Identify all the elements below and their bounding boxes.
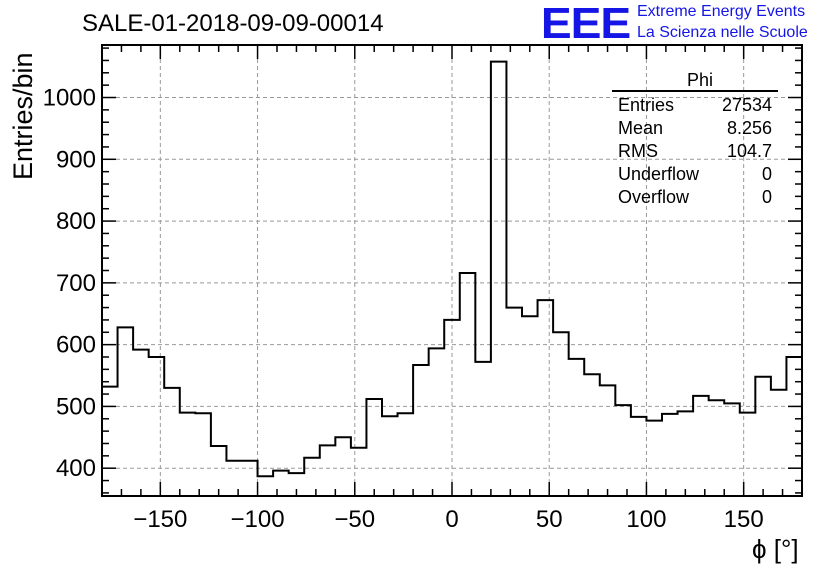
histogram-bin	[335, 437, 351, 496]
org-name-line-2: La Scienza nelle Scuole	[637, 24, 808, 41]
org-name-line-1: Extreme Energy Events	[637, 3, 806, 20]
stats-row-rms: RMS 104.7	[612, 140, 778, 163]
histogram-bin	[569, 359, 585, 496]
stats-value: 0	[761, 187, 772, 207]
y-axis-label: Entries/bin	[8, 52, 38, 180]
histogram-bin	[584, 374, 600, 496]
stats-label: Entries	[618, 95, 675, 115]
y-tick-label: 600	[56, 332, 96, 359]
histogram-bin	[600, 385, 616, 496]
x-tick-label: 0	[445, 506, 458, 533]
histogram-bin	[366, 399, 382, 496]
stats-box: Phi Entries 27534 Mean 8.256 RMS 104.7 Unde…	[612, 70, 778, 209]
stats-label: Underflow	[618, 164, 700, 184]
stats-value: 0	[761, 164, 772, 184]
histogram-bin	[771, 390, 787, 496]
y-tick-label: 500	[56, 393, 96, 420]
histogram-bin	[662, 414, 678, 496]
stats-row-underflow: Underflow 0	[612, 163, 778, 186]
histogram-bin	[740, 413, 756, 496]
histogram-bin	[180, 413, 196, 496]
histogram-bin	[429, 348, 445, 496]
stats-value: 8.256	[726, 118, 772, 138]
chart-title: SALE-01-2018-09-09-00014	[82, 10, 384, 37]
histogram-bin	[631, 417, 647, 496]
grid-lines	[102, 45, 802, 496]
histogram-bin	[724, 403, 740, 496]
stats-row-entries: Entries 27534	[612, 94, 778, 117]
histogram-bin	[678, 411, 694, 496]
histogram-bin	[693, 396, 709, 496]
histogram-bin	[460, 273, 476, 496]
y-tick-label: 700	[56, 270, 96, 297]
y-tick-label: 400	[56, 455, 96, 482]
x-tick-label: 150	[724, 506, 764, 533]
histogram-bin	[351, 448, 367, 496]
axis-ticks	[101, 45, 803, 496]
histogram-bin	[304, 458, 320, 496]
y-tick-label: 1000	[43, 85, 96, 112]
histogram-bin	[211, 446, 227, 496]
histogram-bin	[398, 413, 414, 496]
histogram-bin	[195, 413, 211, 496]
x-tick-label: −50	[334, 506, 375, 533]
x-axis-label: ϕ [°]	[752, 534, 799, 564]
tick-labels: −150 −100 −50 0 50 100 150 400 500 600 700 800 900 10…	[43, 85, 764, 533]
stats-row-mean: Mean 8.256	[612, 117, 778, 140]
histogram-bin	[615, 405, 631, 496]
stats-label: Mean	[618, 118, 664, 138]
stats-label: RMS	[618, 141, 658, 161]
histogram-bin	[226, 461, 242, 496]
stats-box-title: Phi	[686, 70, 713, 90]
x-tick-label: −150	[133, 506, 187, 533]
histogram-bin	[320, 445, 336, 496]
y-tick-label: 800	[56, 208, 96, 235]
histogram-bin	[646, 421, 662, 496]
histogram-bin	[786, 357, 802, 496]
stats-value: 27534	[721, 95, 772, 115]
histogram-bin	[538, 300, 554, 496]
histogram-bin	[709, 400, 725, 496]
stats-label: Overflow	[618, 187, 690, 207]
histogram-series	[101, 60, 803, 496]
stats-value: 104.7	[726, 141, 772, 161]
histogram-bin	[382, 416, 398, 496]
histogram-bin	[258, 476, 274, 496]
histogram-bin	[553, 332, 569, 496]
histogram-bin	[475, 362, 491, 496]
stats-box-divider	[612, 90, 778, 92]
histogram-outline	[101, 60, 803, 496]
histogram-bin	[164, 388, 180, 496]
histogram-bin	[118, 327, 134, 496]
stats-row-overflow: Overflow 0	[612, 186, 778, 209]
histogram-bin	[413, 365, 429, 496]
x-tick-label: 50	[536, 506, 563, 533]
x-tick-label: 100	[626, 506, 666, 533]
histogram-bin	[755, 377, 771, 496]
histogram-bin	[102, 387, 118, 496]
histogram-bin	[133, 350, 149, 496]
eee-logo: EEE	[540, 0, 631, 48]
histogram-bin	[273, 471, 289, 496]
histogram-bin	[149, 357, 165, 496]
x-tick-label: −100	[231, 506, 285, 533]
histogram-bin	[242, 461, 258, 496]
y-tick-label: 900	[56, 146, 96, 173]
histogram-bin	[491, 62, 507, 496]
